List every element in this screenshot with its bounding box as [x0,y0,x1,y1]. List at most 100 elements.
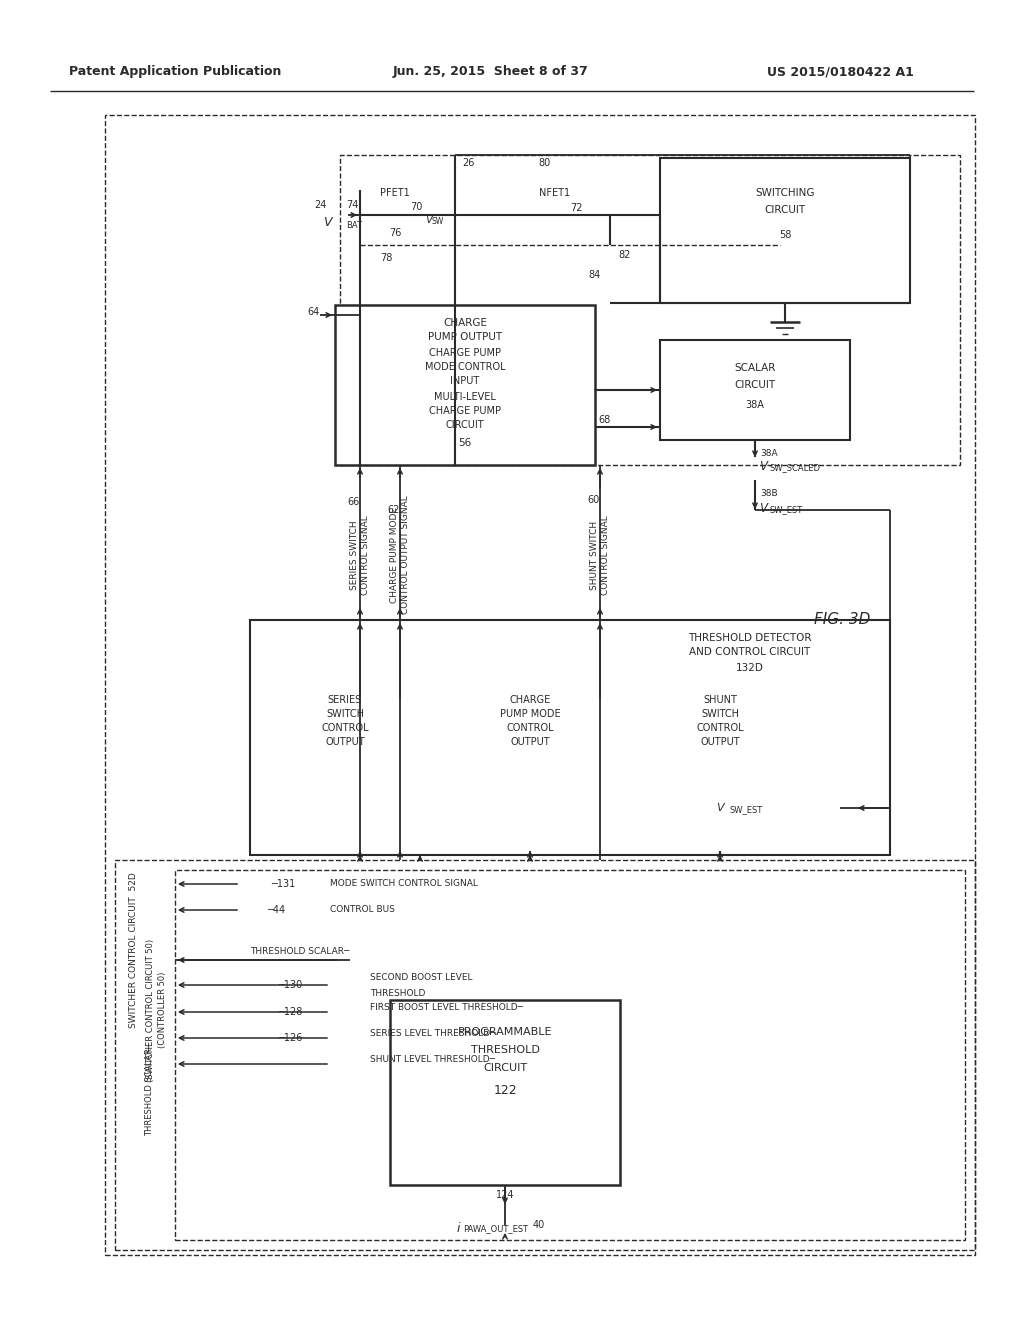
Text: 122: 122 [494,1084,517,1097]
Text: CIRCUIT: CIRCUIT [445,420,484,430]
Text: CIRCUIT: CIRCUIT [734,380,775,389]
Text: ─126: ─126 [278,1034,302,1043]
Bar [250,620,890,855]
Text: SCALAR: SCALAR [734,363,776,374]
Text: ─44: ─44 [267,906,285,915]
Text: ─130: ─130 [278,979,302,990]
Text: 124: 124 [496,1191,514,1200]
Text: SWITCHER CONTROL CIRCUIT  52D: SWITCHER CONTROL CIRCUIT 52D [128,873,137,1028]
Text: SHUNT: SHUNT [703,696,737,705]
Text: 72: 72 [570,203,583,213]
Text: SW_EST: SW_EST [730,805,763,814]
Text: THRESHOLD: THRESHOLD [370,989,425,998]
Text: OUTPUT: OUTPUT [700,737,739,747]
Text: SHUNT LEVEL THRESHOLD─: SHUNT LEVEL THRESHOLD─ [370,1056,495,1064]
Text: CIRCUIT: CIRCUIT [483,1063,527,1073]
Text: ─128: ─128 [278,1007,302,1016]
Text: (CONTROLLER 50): (CONTROLLER 50) [158,972,167,1048]
Text: BAT: BAT [346,220,362,230]
Text: AND CONTROL CIRCUIT: AND CONTROL CIRCUIT [689,647,811,657]
Text: OUTPUT: OUTPUT [510,737,550,747]
Text: 70: 70 [410,202,422,213]
Text: SERIES: SERIES [328,696,362,705]
Text: FIG. 3D: FIG. 3D [814,612,870,627]
Text: 24: 24 [313,201,327,210]
Text: CHARGE: CHARGE [443,318,487,327]
Text: 38A: 38A [760,449,777,458]
Text: 80: 80 [538,158,550,168]
Text: 58: 58 [779,230,792,240]
Text: MODE SWITCH CONTROL SIGNAL: MODE SWITCH CONTROL SIGNAL [330,879,478,888]
Text: SW: SW [432,218,444,227]
Text: PAWA_OUT_EST: PAWA_OUT_EST [463,1225,528,1233]
Bar [175,870,965,1239]
Text: Patent Application Publication: Patent Application Publication [69,66,282,78]
Bar [660,158,910,304]
Text: SERIES LEVEL THRESHOLD─: SERIES LEVEL THRESHOLD─ [370,1030,496,1039]
Text: V: V [759,502,767,515]
Text: 40: 40 [532,1220,545,1230]
Text: THRESHOLD SCALAR─: THRESHOLD SCALAR─ [250,948,349,957]
Text: NFET1: NFET1 [540,187,570,198]
Text: US 2015/0180422 A1: US 2015/0180422 A1 [767,66,913,78]
Text: SECOND BOOST LEVEL: SECOND BOOST LEVEL [370,974,472,982]
Text: 64: 64 [308,308,319,317]
Text: CIRCUIT: CIRCUIT [765,205,806,215]
Text: MODE CONTROL: MODE CONTROL [425,362,505,372]
Text: 26: 26 [462,158,474,168]
Text: ─131: ─131 [270,879,295,888]
Text: OUTPUT: OUTPUT [326,737,365,747]
Text: i: i [457,1221,460,1234]
Text: THRESHOLD: THRESHOLD [471,1045,540,1055]
Text: (SWITCHER CONTROL CIRCUIT 50): (SWITCHER CONTROL CIRCUIT 50) [145,939,155,1081]
Text: PROGRAMMABLE: PROGRAMMABLE [458,1027,552,1038]
Bar [335,305,595,465]
Text: Jun. 25, 2015  Sheet 8 of 37: Jun. 25, 2015 Sheet 8 of 37 [392,66,588,78]
Text: V: V [425,215,432,224]
Bar [105,115,975,1255]
Text: CHARGE PUMP: CHARGE PUMP [429,348,501,358]
Bar [390,1001,620,1185]
Bar [340,154,961,465]
Text: SERIES SWITCH
CONTROL SIGNAL: SERIES SWITCH CONTROL SIGNAL [350,515,370,595]
Text: INPUT: INPUT [451,376,479,385]
Text: 38B: 38B [760,488,777,498]
Text: PFET1: PFET1 [380,187,410,198]
Text: FIRST BOOST LEVEL THRESHOLD─: FIRST BOOST LEVEL THRESHOLD─ [370,1003,523,1012]
Text: 68: 68 [598,414,610,425]
Text: CHARGE: CHARGE [509,696,551,705]
Text: 76: 76 [389,228,401,238]
Text: 62: 62 [388,506,400,515]
Text: 74: 74 [346,201,358,210]
Text: CHARGE PUMP MODE
CONTROL OUTPUT SIGNAL: CHARGE PUMP MODE CONTROL OUTPUT SIGNAL [390,495,410,614]
Text: V: V [716,803,724,813]
Text: 60: 60 [588,495,600,506]
Text: MULTI-LEVEL: MULTI-LEVEL [434,392,496,403]
Text: CHARGE PUMP: CHARGE PUMP [429,407,501,416]
Bar [115,861,975,1250]
Text: CONTROL: CONTROL [322,723,369,733]
Text: SHUNT SWITCH
CONTROL SIGNAL: SHUNT SWITCH CONTROL SIGNAL [590,515,609,595]
Text: 84: 84 [588,271,600,280]
Text: 82: 82 [618,249,631,260]
Text: PUMP OUTPUT: PUMP OUTPUT [428,333,502,342]
Text: SW_EST: SW_EST [770,506,803,515]
Text: SWITCHING: SWITCHING [756,187,815,198]
Bar [660,341,850,440]
Text: SWITCH: SWITCH [326,709,364,719]
Text: 38A: 38A [745,400,765,411]
Text: THRESHOLD DETECTOR: THRESHOLD DETECTOR [688,634,812,643]
Text: PUMP MODE: PUMP MODE [500,709,560,719]
Text: CONTROL BUS: CONTROL BUS [330,906,395,915]
Text: 78: 78 [380,253,392,263]
Text: 132D: 132D [736,663,764,673]
Text: V: V [324,215,332,228]
Text: V: V [759,459,767,473]
Text: CONTROL: CONTROL [696,723,743,733]
Text: SWITCH: SWITCH [701,709,739,719]
Text: 56: 56 [459,438,472,447]
Text: 66: 66 [348,498,360,507]
Text: THRESHOLD SCALAR─: THRESHOLD SCALAR─ [145,1044,155,1137]
Text: CONTROL: CONTROL [506,723,554,733]
Text: SW_SCALED: SW_SCALED [770,463,821,473]
